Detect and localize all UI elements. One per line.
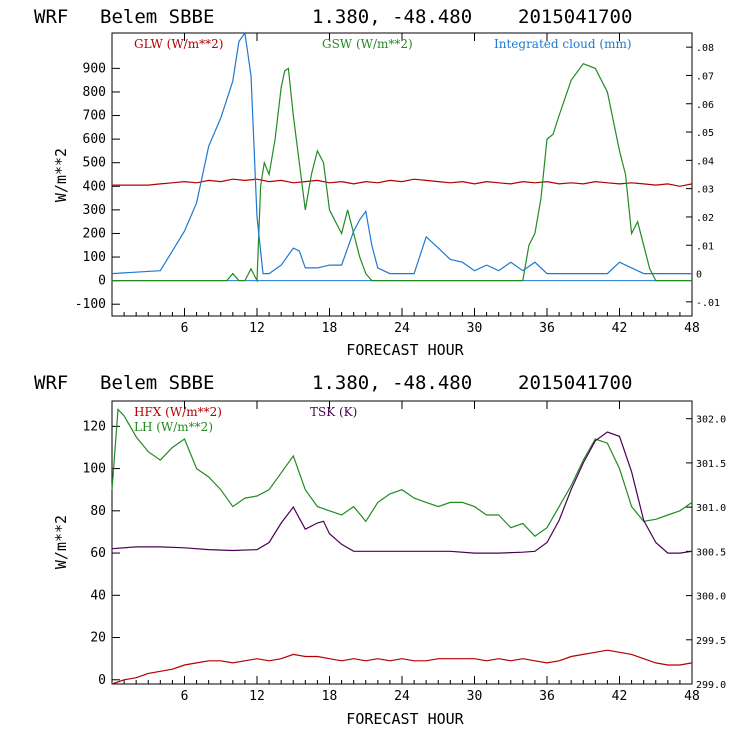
top-y-tick-label: 700	[83, 109, 106, 124]
bottom-title-coords: 1.380, -48.480	[312, 372, 472, 394]
bottom-x-tick-label: 24	[394, 689, 410, 704]
top-y2-tick-label: .08	[696, 43, 714, 54]
top-legend-cloud: Integrated cloud (mm)	[494, 37, 632, 51]
bottom-plot-area: 6 12 18 24 30 36 42 48 0 20 40 60 80 100 120 299.0 299.5…	[83, 401, 726, 704]
top-y2-tick-label: -.01	[696, 298, 720, 309]
bottom-x-tick-label: 18	[322, 689, 338, 704]
bottom-y2-tick-label: 300.0	[696, 592, 726, 603]
bottom-legend-hfx: HFX (W/m**2)	[134, 405, 222, 419]
bottom-y-tick-label: 20	[90, 631, 106, 646]
bottom-y-tick-label: 120	[83, 419, 106, 434]
top-x-tick-label: 6	[181, 321, 189, 336]
top-y-axis-label: W/m**2	[52, 148, 70, 202]
top-x-axis-label: FORECAST HOUR	[346, 341, 464, 359]
bottom-x-tick-label: 36	[539, 689, 555, 704]
top-x-tick-label: 48	[684, 321, 700, 336]
bottom-x-tick-label: 6	[181, 689, 189, 704]
bottom-x-tick-label: 42	[612, 689, 628, 704]
top-x-tick-label: 42	[612, 321, 628, 336]
top-legend-glw: GLW (W/m**2)	[134, 37, 223, 51]
top-x-tick-label: 12	[249, 321, 265, 336]
top-plot-area: 6 12 18 24 30 36 42 48 -100 0 100 200 300 400 500 600 70…	[75, 31, 720, 336]
top-x-tick-label: 18	[322, 321, 338, 336]
top-y2-tick-label: .06	[696, 100, 714, 111]
bottom-legend-tsk: TSK (K)	[310, 405, 357, 419]
bottom-x-tick-label: 48	[684, 689, 700, 704]
top-y-tick-label: 300	[83, 203, 106, 218]
bottom-title-model: WRF	[34, 372, 68, 394]
top-y-tick-label: 500	[83, 156, 106, 171]
bottom-series-tsk	[111, 431, 693, 554]
bottom-y-tick-label: 0	[98, 673, 106, 688]
top-title-coords: 1.380, -48.480	[312, 6, 472, 28]
top-title-model: WRF	[34, 6, 68, 28]
bottom-title-station: Belem SBBE	[100, 372, 214, 394]
bottom-x-tick-label: 30	[467, 689, 483, 704]
bottom-plot-frame	[111, 400, 693, 685]
bottom-y2-tick-label: 301.5	[696, 459, 726, 470]
top-y2-tick-label: .04	[696, 156, 714, 167]
top-x-tick-label: 24	[394, 321, 410, 336]
bottom-legend-lh: LH (W/m**2)	[134, 420, 213, 434]
top-y-tick-label: 200	[83, 226, 106, 241]
bottom-y2-tick-label: 301.0	[696, 503, 726, 514]
bottom-y-tick-label: 60	[90, 546, 106, 561]
bottom-title-run: 2015041700	[518, 372, 632, 394]
bottom-x-axis-label: FORECAST HOUR	[346, 710, 464, 728]
bottom-series-hfx	[111, 649, 693, 685]
top-y-tick-label: 800	[83, 85, 106, 100]
bottom-y2-tick-label: 299.5	[696, 636, 726, 647]
top-y-tick-label: 900	[83, 61, 106, 76]
bottom-y2-tick-label: 299.0	[696, 680, 726, 691]
bottom-y2-tick-label: 302.0	[696, 415, 726, 426]
top-x-tick-label: 36	[539, 321, 555, 336]
bottom-y2-tick-label: 300.5	[696, 547, 726, 558]
top-y2-tick-label: .02	[696, 213, 714, 224]
top-y2-tick-label: .05	[696, 128, 714, 139]
top-legend-gsw: GSW (W/m**2)	[322, 37, 413, 51]
top-series-gsw	[112, 62, 692, 283]
bottom-y-tick-label: 100	[83, 462, 106, 477]
top-y-tick-label: 0	[98, 274, 106, 289]
bottom-y-axis-label: W/m**2	[52, 515, 70, 569]
top-y-tick-label: -100	[75, 297, 106, 312]
top-y2-tick-label: .01	[696, 241, 714, 252]
bottom-y-tick-label: 80	[90, 504, 106, 519]
top-y2-tick-label: 0	[696, 270, 702, 281]
top-y2-tick-label: .03	[696, 185, 714, 196]
bottom-y-tick-label: 40	[90, 588, 106, 603]
top-series-integrated	[111, 31, 692, 275]
top-series-glw	[112, 178, 693, 187]
top-x-tick-label: 30	[467, 321, 483, 336]
bottom-x-tick-label: 12	[249, 689, 265, 704]
top-title-run: 2015041700	[518, 6, 632, 28]
bottom-series-lh	[111, 408, 693, 537]
top-y-tick-label: 600	[83, 132, 106, 147]
top-y2-tick-label: .07	[696, 71, 714, 82]
top-y-tick-label: 100	[83, 250, 106, 265]
top-y-tick-label: 400	[83, 179, 106, 194]
top-title-station: Belem SBBE	[100, 6, 214, 28]
